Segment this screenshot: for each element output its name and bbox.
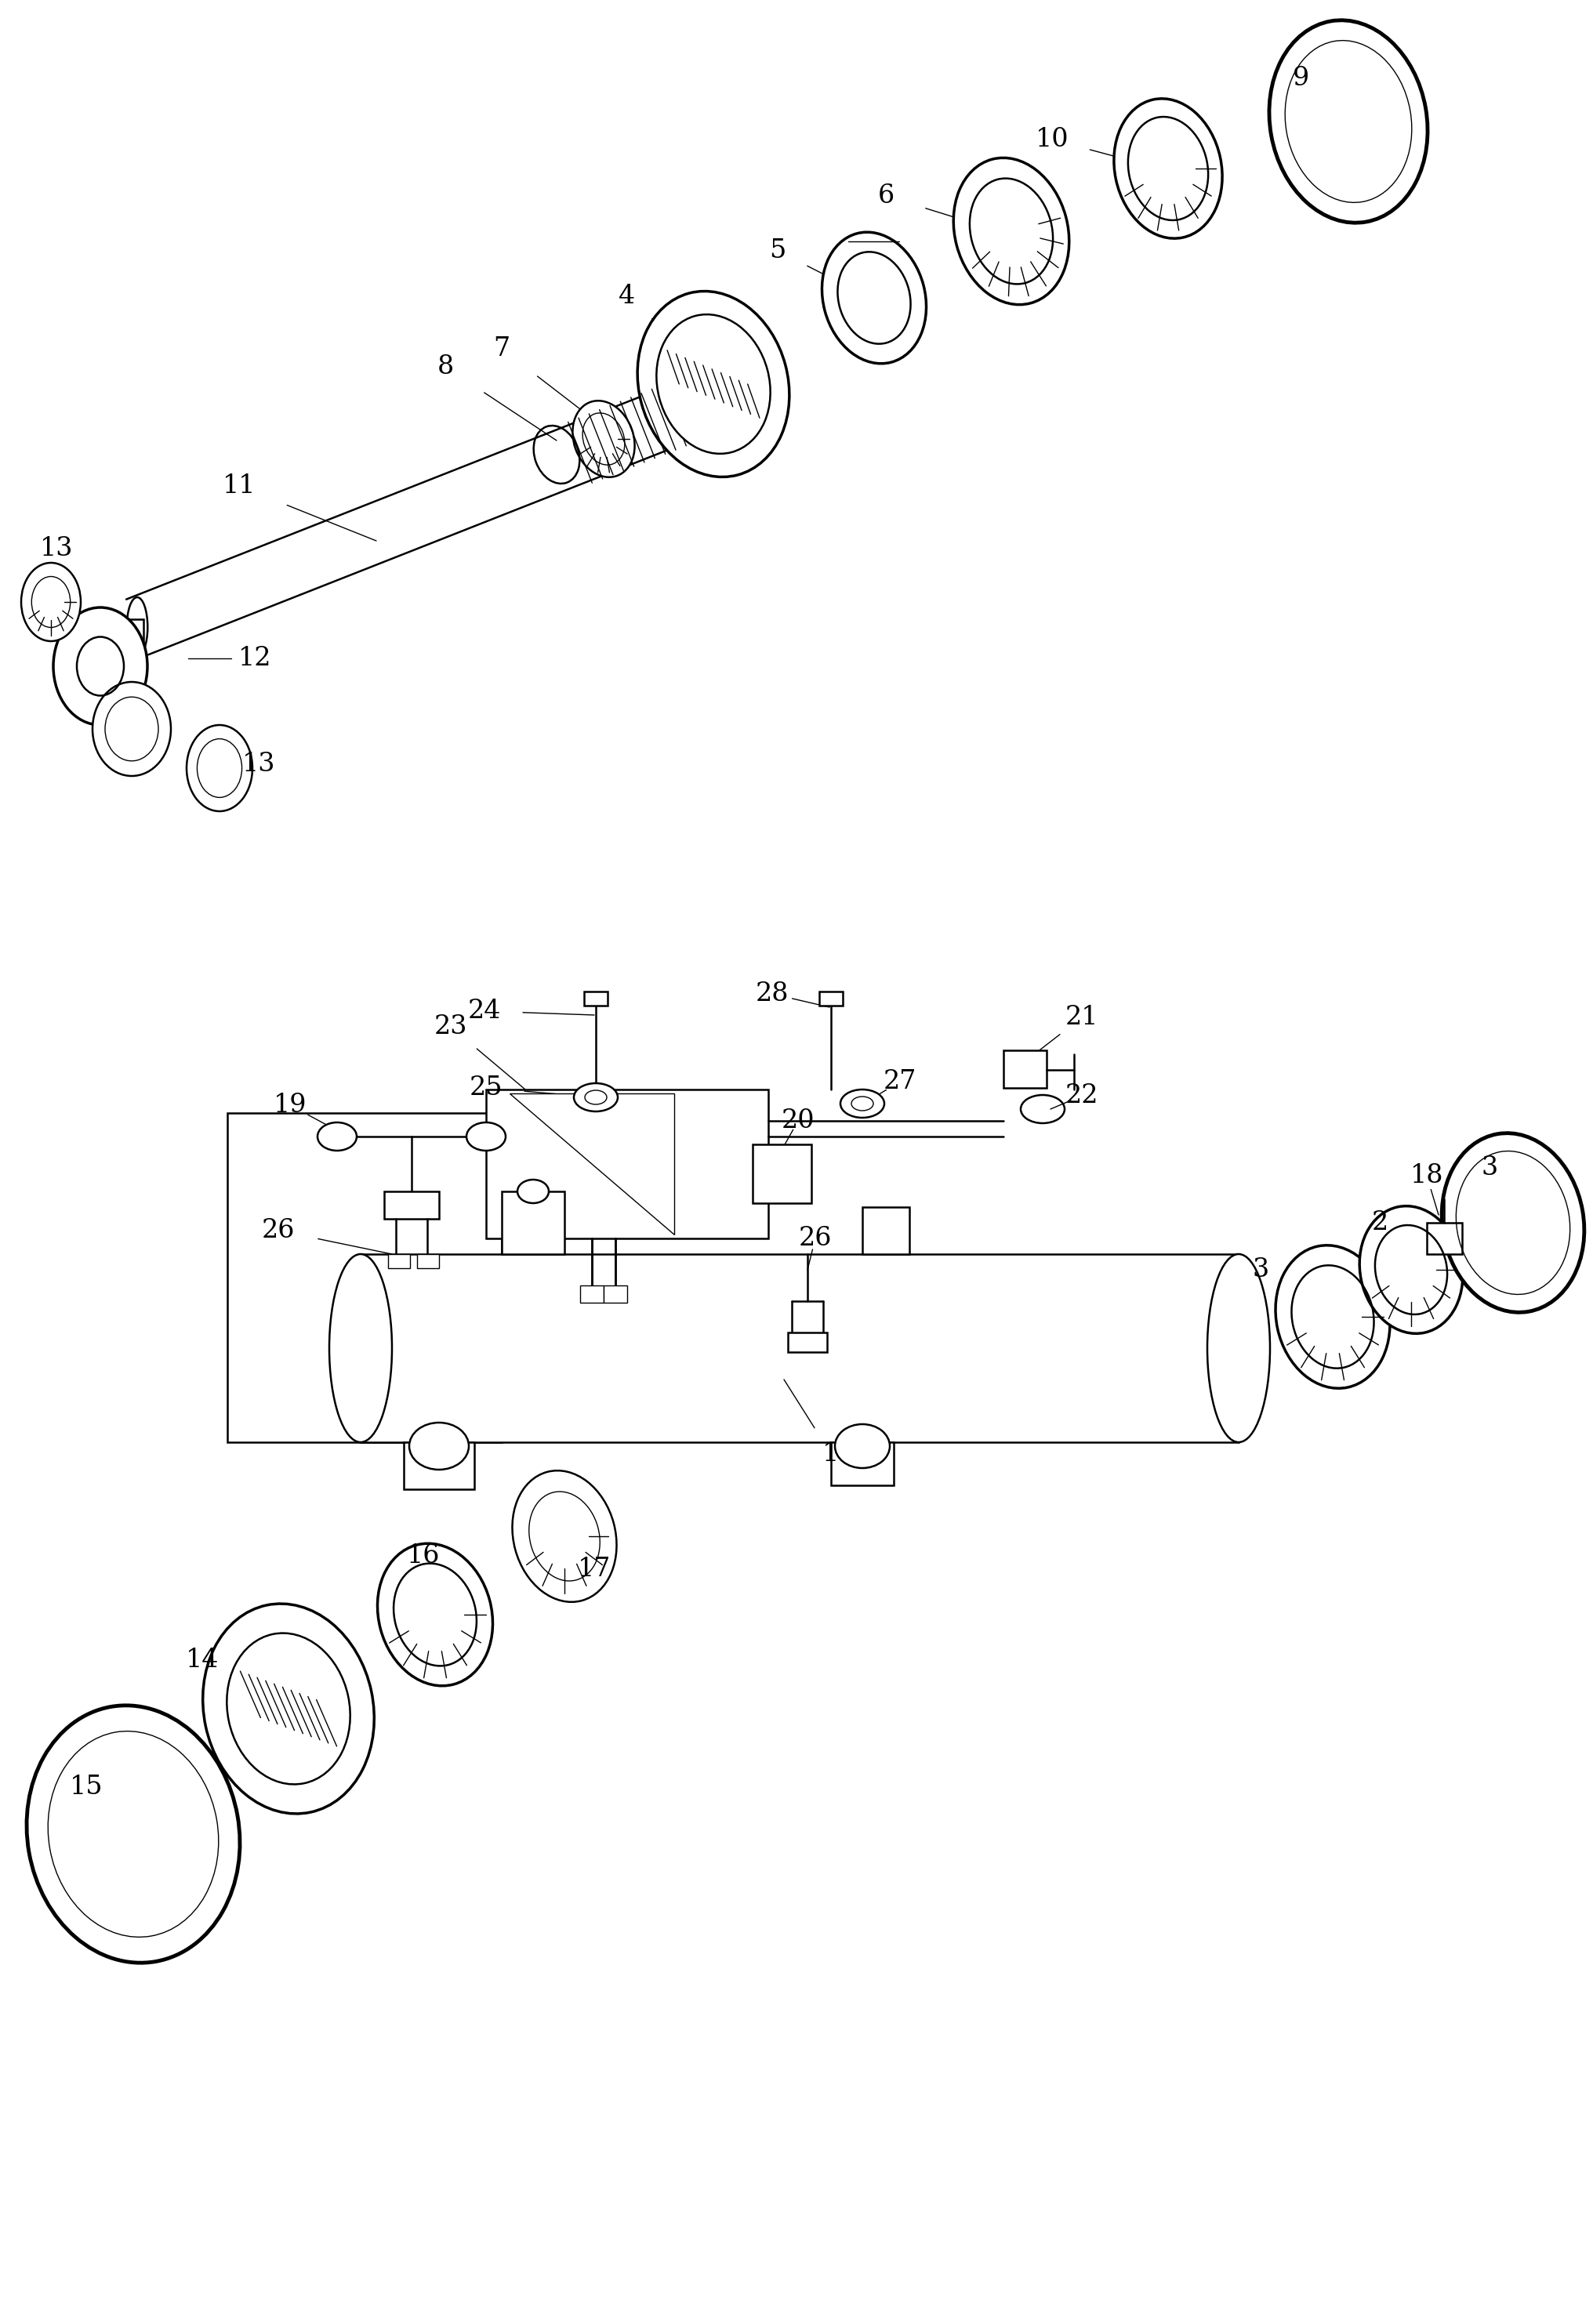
Bar xyxy=(604,1285,628,1304)
Ellipse shape xyxy=(572,400,634,476)
Bar xyxy=(384,1192,438,1218)
Ellipse shape xyxy=(127,597,148,658)
Text: 18: 18 xyxy=(1410,1164,1443,1188)
Text: 6: 6 xyxy=(878,184,894,209)
Text: 23: 23 xyxy=(433,1013,467,1039)
Text: 28: 28 xyxy=(755,981,789,1006)
Text: 14: 14 xyxy=(185,1648,218,1673)
Bar xyxy=(360,1255,1238,1443)
Ellipse shape xyxy=(835,1425,889,1469)
Bar xyxy=(862,1206,910,1255)
Ellipse shape xyxy=(317,1122,357,1150)
Text: 22: 22 xyxy=(1064,1083,1098,1109)
Bar xyxy=(502,1192,564,1255)
Bar xyxy=(387,1255,409,1269)
Text: 9: 9 xyxy=(1292,65,1309,91)
Bar xyxy=(580,1285,604,1304)
Polygon shape xyxy=(486,1090,768,1239)
Ellipse shape xyxy=(637,290,789,476)
Ellipse shape xyxy=(1268,21,1427,223)
Ellipse shape xyxy=(467,1122,505,1150)
Ellipse shape xyxy=(1274,1246,1389,1387)
Text: 13: 13 xyxy=(40,537,73,560)
Bar xyxy=(583,992,607,1006)
Text: 2: 2 xyxy=(1370,1211,1388,1236)
Text: 11: 11 xyxy=(223,474,255,500)
Ellipse shape xyxy=(822,232,926,363)
Text: 24: 24 xyxy=(468,999,500,1023)
Ellipse shape xyxy=(330,1255,392,1443)
Bar xyxy=(752,1143,811,1204)
Ellipse shape xyxy=(518,1181,548,1204)
Ellipse shape xyxy=(1207,1255,1270,1443)
Bar xyxy=(787,1332,827,1353)
Text: 20: 20 xyxy=(781,1109,814,1134)
Text: 13: 13 xyxy=(242,751,276,776)
Ellipse shape xyxy=(840,1090,884,1118)
Ellipse shape xyxy=(1359,1206,1462,1334)
Text: 17: 17 xyxy=(577,1557,610,1583)
Bar xyxy=(819,992,843,1006)
Text: 5: 5 xyxy=(769,239,785,263)
Text: 15: 15 xyxy=(70,1776,104,1799)
Text: 25: 25 xyxy=(468,1076,502,1102)
Ellipse shape xyxy=(21,562,81,641)
Text: 19: 19 xyxy=(274,1092,306,1118)
Ellipse shape xyxy=(202,1604,374,1813)
Ellipse shape xyxy=(1442,1134,1583,1313)
Text: 4: 4 xyxy=(618,284,636,309)
Bar xyxy=(403,1443,475,1490)
Bar xyxy=(1004,1050,1047,1088)
Text: 21: 21 xyxy=(1064,1004,1098,1030)
Ellipse shape xyxy=(1114,98,1222,239)
Text: 7: 7 xyxy=(494,337,510,360)
Polygon shape xyxy=(510,1092,674,1234)
Ellipse shape xyxy=(92,681,170,776)
Ellipse shape xyxy=(409,1422,468,1469)
Text: 26: 26 xyxy=(798,1225,832,1250)
Text: 16: 16 xyxy=(406,1543,440,1569)
Bar xyxy=(417,1255,438,1269)
Text: 1: 1 xyxy=(822,1441,840,1466)
Text: 3: 3 xyxy=(1252,1257,1268,1283)
Ellipse shape xyxy=(656,314,769,453)
Polygon shape xyxy=(228,1113,502,1443)
Text: 27: 27 xyxy=(883,1069,916,1095)
Ellipse shape xyxy=(953,158,1069,304)
Ellipse shape xyxy=(573,1083,618,1111)
Ellipse shape xyxy=(186,725,252,811)
Text: 26: 26 xyxy=(261,1218,295,1243)
Text: 3: 3 xyxy=(1480,1155,1497,1181)
Text: 8: 8 xyxy=(436,353,454,379)
Ellipse shape xyxy=(27,1706,241,1964)
Bar xyxy=(100,618,143,690)
Bar xyxy=(1426,1222,1461,1255)
Ellipse shape xyxy=(511,1471,616,1601)
Ellipse shape xyxy=(378,1543,492,1685)
Text: 10: 10 xyxy=(1035,128,1069,151)
Ellipse shape xyxy=(53,607,147,725)
Bar xyxy=(830,1443,894,1485)
Text: 12: 12 xyxy=(237,646,271,672)
